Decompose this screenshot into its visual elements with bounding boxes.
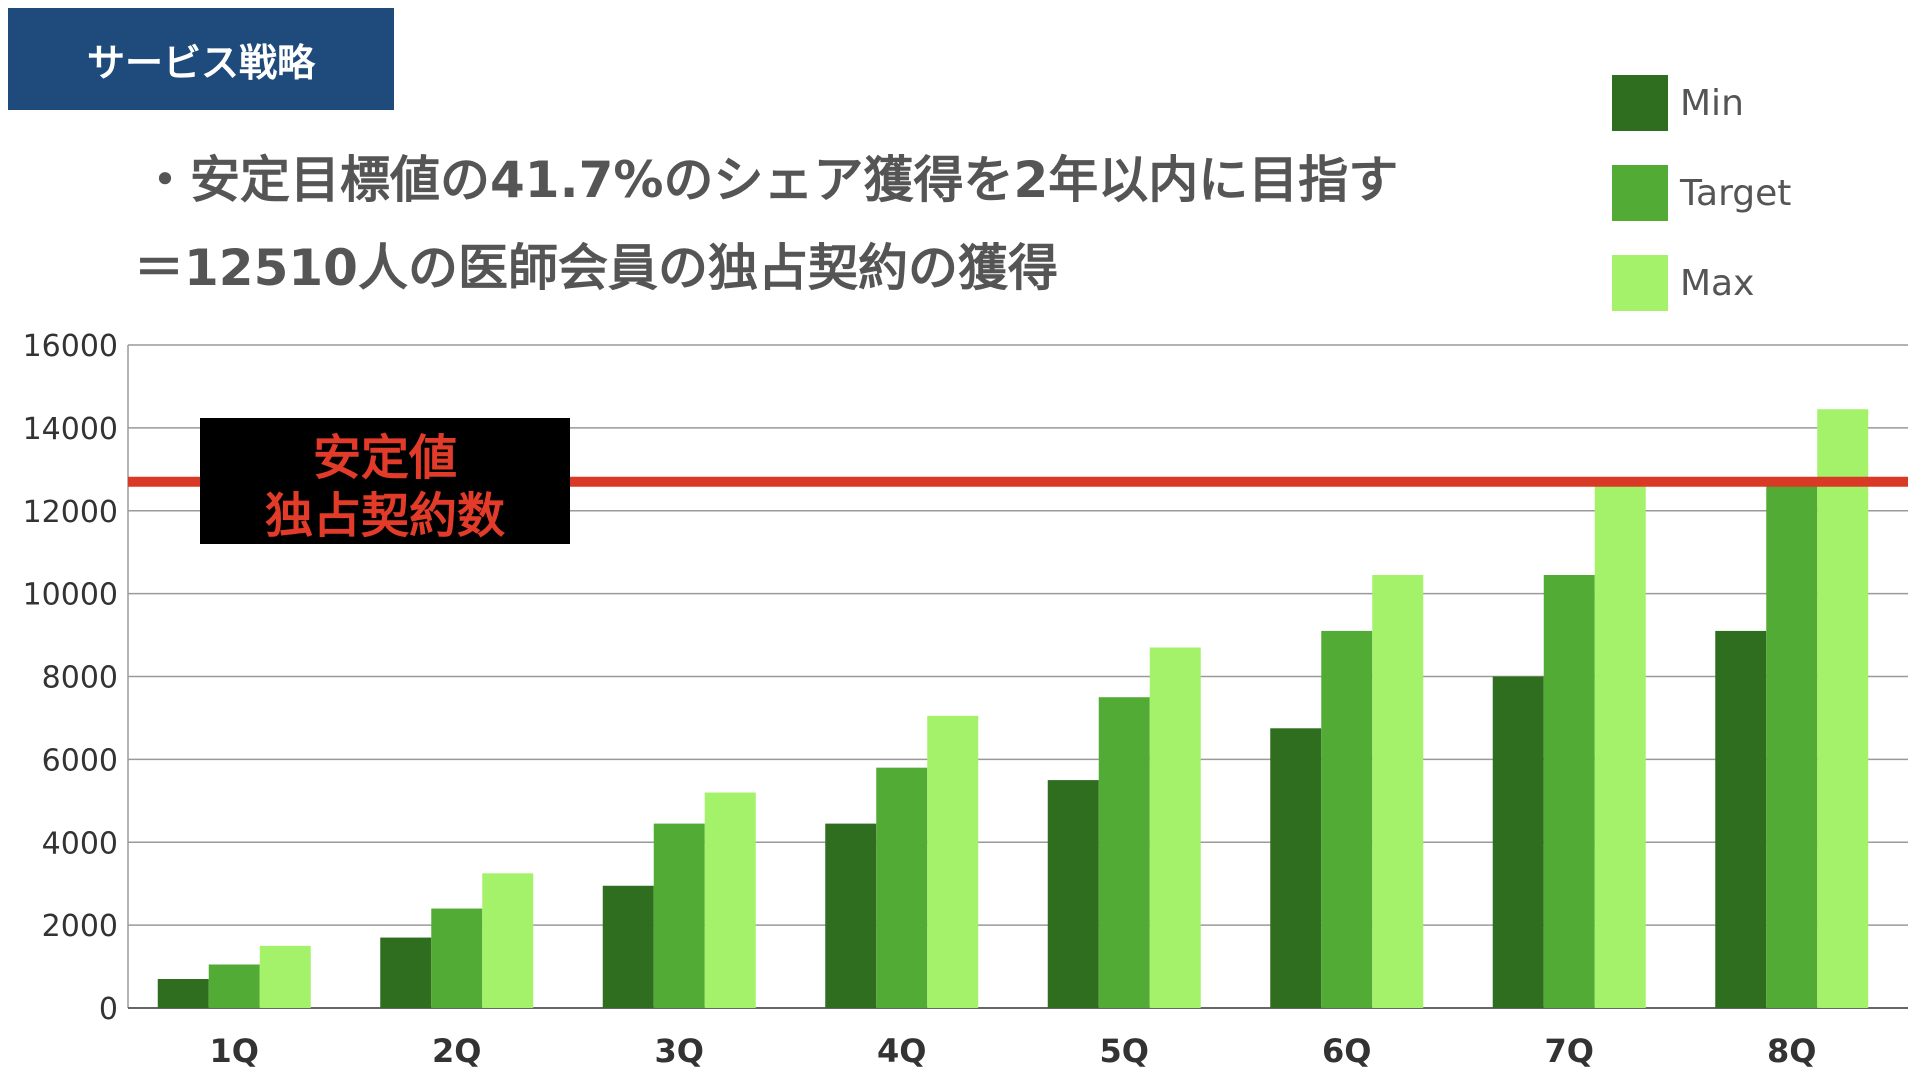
bar-max-8q — [1817, 409, 1869, 1008]
reference-label-line1: 安定値 — [313, 430, 457, 486]
x-tick-label-3q: 3Q — [655, 1032, 704, 1070]
legend-label-min: Min — [1680, 82, 1744, 124]
bar-target-2q — [431, 908, 483, 1008]
x-tick-label-4q: 4Q — [877, 1032, 926, 1070]
x-tick-label-7q: 7Q — [1545, 1032, 1594, 1070]
legend-swatch-max — [1612, 255, 1668, 311]
legend-label-max: Max — [1680, 262, 1755, 304]
y-tick-label-16000: 16000 — [23, 329, 118, 364]
y-tick-label-0: 0 — [99, 992, 118, 1027]
bar-max-4q — [927, 715, 979, 1008]
legend-item-target: Target — [1612, 148, 1791, 238]
bar-max-5q — [1149, 647, 1201, 1008]
bar-max-7q — [1594, 481, 1646, 1008]
x-tick-label-6q: 6Q — [1322, 1032, 1371, 1070]
bar-target-5q — [1098, 697, 1150, 1008]
goal-bullet-text: ・安定目標値の41.7%のシェア獲得を2年以内に目指す — [140, 151, 1399, 209]
bar-target-6q — [1321, 630, 1373, 1008]
bar-max-3q — [704, 792, 756, 1008]
bar-target-8q — [1766, 481, 1818, 1008]
bar-min-1q — [157, 978, 209, 1008]
bar-min-6q — [1270, 728, 1322, 1008]
y-tick-label-6000: 6000 — [42, 743, 118, 778]
reference-label-box — [200, 418, 570, 544]
bar-max-1q — [259, 945, 311, 1008]
legend-item-min: Min — [1612, 58, 1791, 148]
legend-label-target: Target — [1680, 172, 1792, 214]
bar-min-8q — [1715, 630, 1767, 1008]
bar-target-3q — [653, 823, 705, 1008]
legend-item-max: Max — [1612, 238, 1791, 328]
bar-min-5q — [1047, 780, 1099, 1008]
goal-subline-text: ＝12510人の医師会員の独占契約の獲得 — [134, 239, 1058, 297]
y-tick-label-10000: 10000 — [23, 578, 118, 613]
x-tick-label-5q: 5Q — [1100, 1032, 1149, 1070]
y-tick-label-4000: 4000 — [42, 826, 118, 861]
bar-min-2q — [380, 937, 432, 1008]
bar-min-3q — [602, 885, 654, 1008]
y-tick-label-2000: 2000 — [42, 909, 118, 944]
y-tick-label-14000: 14000 — [23, 412, 118, 447]
y-tick-label-12000: 12000 — [23, 495, 118, 530]
bar-max-2q — [482, 873, 534, 1008]
x-tick-label-1q: 1Q — [210, 1032, 259, 1070]
legend-swatch-min — [1612, 75, 1668, 131]
x-tick-label-2q: 2Q — [432, 1032, 481, 1070]
bar-target-7q — [1543, 574, 1595, 1008]
chart-legend: Min Target Max — [1612, 58, 1791, 328]
bar-max-6q — [1372, 574, 1424, 1008]
bar-target-4q — [876, 767, 928, 1008]
x-tick-label-8q: 8Q — [1767, 1032, 1816, 1070]
bar-target-1q — [208, 964, 260, 1008]
page-title: サービス戦略 — [8, 8, 394, 110]
bar-min-4q — [825, 823, 877, 1008]
y-tick-label-8000: 8000 — [42, 661, 118, 696]
legend-swatch-target — [1612, 165, 1668, 221]
bar-min-7q — [1492, 676, 1544, 1008]
reference-label-line2: 独占契約数 — [265, 488, 505, 544]
